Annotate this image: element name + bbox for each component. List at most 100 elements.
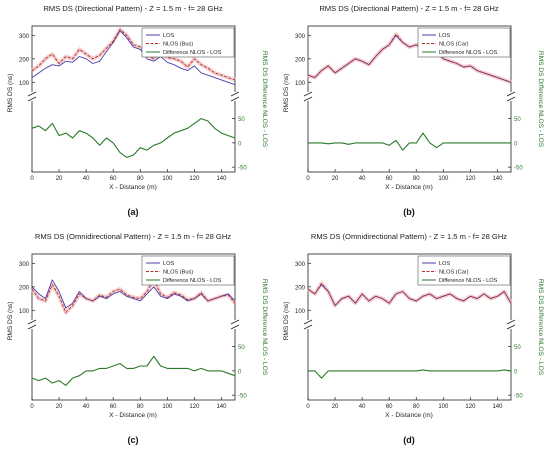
- x-tick-label: 80: [413, 176, 420, 182]
- x-tick-label: 80: [137, 176, 144, 182]
- series-nlos-line: [31, 279, 236, 314]
- left-axis-break-mark-1: [27, 319, 37, 325]
- left-tick-label: 100: [19, 309, 30, 315]
- x-axis-label: X - Distance (m): [385, 184, 433, 191]
- subfigure-label: (b): [403, 207, 415, 217]
- series-los-line: [31, 279, 236, 309]
- chart-title: RMS DS (Directional Pattern) - Z = 1.5 m…: [319, 4, 499, 13]
- left-axis-break: [27, 319, 37, 330]
- left-tick-label: 200: [19, 57, 30, 63]
- left-axis-break: [27, 91, 37, 102]
- subfigure-label: (a): [128, 207, 139, 217]
- x-tick-label: 120: [189, 404, 200, 410]
- x-tick-label: 140: [492, 404, 503, 410]
- chart-title: RMS DS (Omnidirectional Pattern) - Z = 1…: [35, 232, 231, 241]
- y-axis-label-left: RMS DS (ns): [7, 302, 14, 341]
- right-tick-label: -50: [238, 166, 247, 172]
- chart-title: RMS DS (Directional Pattern) - Z = 1.5 m…: [43, 4, 223, 13]
- legend-label-1: LOS: [439, 33, 450, 39]
- x-tick-label: 100: [438, 176, 449, 182]
- x-tick-label: 20: [332, 176, 339, 182]
- left-axis-break-gap: [304, 92, 312, 101]
- left-axis-break-mark-2: [303, 96, 313, 102]
- x-tick-label: 0: [30, 404, 34, 410]
- x-tick-label: 60: [386, 404, 393, 410]
- x-tick-label: 0: [306, 404, 310, 410]
- y-axis-label-left: RMS DS (ns): [283, 74, 290, 113]
- left-axis-break-mark-1: [27, 91, 37, 97]
- legend-label-1: LOS: [439, 261, 450, 267]
- series-difference-line: [31, 118, 236, 158]
- x-tick-label: 120: [465, 176, 476, 182]
- legend-label-3: Difference NLOS - LOS: [439, 278, 498, 284]
- right-tick-label: 0: [238, 141, 242, 147]
- left-axis-break-mark-2: [27, 324, 37, 330]
- left-tick-label: 100: [19, 81, 30, 87]
- right-axis-break: [230, 91, 240, 102]
- x-tick-label: 20: [332, 404, 339, 410]
- series-nlos-line: [31, 29, 236, 81]
- y-axis-label-left: RMS DS (ns): [283, 302, 290, 341]
- left-tick-label: 300: [295, 34, 306, 40]
- series-difference-line: [308, 132, 511, 151]
- right-axis-break-gap: [507, 320, 515, 329]
- x-tick-label: 140: [216, 176, 227, 182]
- legend-label-1: LOS: [163, 33, 174, 39]
- x-tick-label: 0: [306, 176, 310, 182]
- right-tick-label: 0: [514, 141, 518, 147]
- right-axis-break-mark-1: [230, 319, 240, 325]
- left-tick-label: 100: [295, 81, 306, 87]
- right-tick-label: 50: [514, 117, 521, 123]
- right-tick-label: 50: [238, 117, 245, 123]
- x-tick-label: 60: [110, 404, 117, 410]
- y-axis-label-right: RMS DS Difference NLOS - LOS: [537, 279, 544, 376]
- right-axis-break-gap: [231, 92, 239, 101]
- series-los-line: [31, 30, 236, 86]
- right-tick-label: -50: [238, 394, 247, 400]
- right-axis-break: [230, 319, 240, 330]
- legend-label-1: LOS: [163, 261, 174, 267]
- right-axis-break-mark-2: [230, 324, 240, 330]
- right-axis-break-gap: [231, 320, 239, 329]
- left-tick-label: 200: [295, 285, 306, 291]
- right-axis-break-mark-2: [506, 96, 516, 102]
- right-axis-break: [506, 91, 516, 102]
- left-axis-break: [303, 319, 313, 330]
- right-tick-label: 50: [514, 345, 521, 351]
- x-tick-label: 100: [438, 404, 449, 410]
- x-tick-label: 20: [56, 176, 63, 182]
- chart-title: RMS DS (Omnidirectional Pattern) - Z = 1…: [311, 232, 507, 241]
- right-axis-break-mark-1: [506, 91, 516, 97]
- legend: LOS NLOS (Car) Difference NLOS - LOS: [417, 27, 511, 58]
- subfigure-label: (c): [128, 435, 139, 445]
- y-axis-label-right: RMS DS Difference NLOS - LOS: [261, 51, 268, 148]
- x-tick-label: 60: [110, 176, 117, 182]
- legend-label-3: Difference NLOS - LOS: [439, 50, 498, 56]
- x-tick-label: 80: [137, 404, 144, 410]
- series-difference-line: [308, 369, 512, 379]
- x-tick-label: 120: [465, 404, 476, 410]
- right-axis-break-gap: [507, 92, 515, 101]
- left-tick-label: 200: [19, 285, 30, 291]
- legend: LOS NLOS (Bus) Difference NLOS - LOS: [141, 27, 235, 58]
- legend-label-2: NLOS (Car): [439, 42, 469, 48]
- right-tick-label: 50: [238, 345, 245, 351]
- x-tick-label: 40: [83, 404, 90, 410]
- y-axis-label-right: RMS DS Difference NLOS - LOS: [537, 51, 544, 148]
- left-axis-break-mark-1: [303, 319, 313, 325]
- right-tick-label: 0: [514, 369, 518, 375]
- subfigure-label: (d): [403, 435, 415, 445]
- left-axis-break: [303, 91, 313, 102]
- left-tick-label: 300: [19, 34, 30, 40]
- right-axis-break: [506, 319, 516, 330]
- chart-panel-3: RMS DS (Omnidirectional Pattern) - Z = 1…: [7, 232, 268, 445]
- x-tick-label: 140: [492, 176, 503, 182]
- legend: LOS NLOS (Car) Difference NLOS - LOS: [417, 255, 511, 286]
- series-nlos-line: [307, 282, 512, 307]
- y-axis-label-left: RMS DS (ns): [7, 74, 14, 113]
- right-tick-label: -50: [514, 394, 523, 400]
- left-axis-break-mark-2: [303, 324, 313, 330]
- x-tick-label: 100: [162, 404, 173, 410]
- left-tick-label: 300: [295, 262, 306, 268]
